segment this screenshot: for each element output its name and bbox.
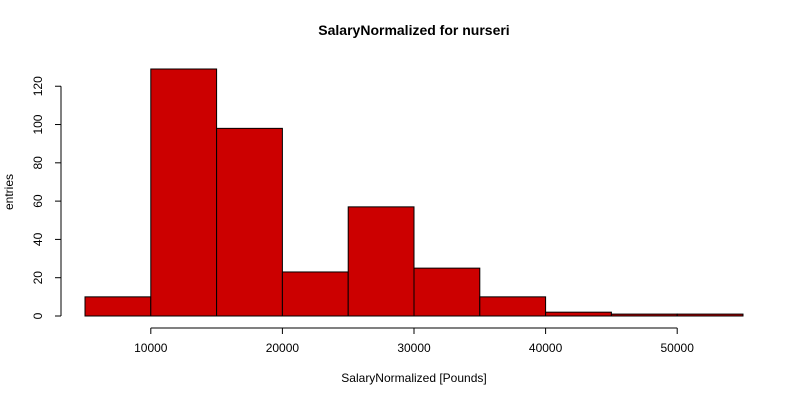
y-tick-label-3: 60 — [31, 194, 45, 208]
histogram-bar-2 — [216, 127, 283, 317]
y-tick-label-1: 20 — [31, 271, 45, 285]
x-axis: 10000 20000 30000 40000 50000 — [134, 327, 695, 355]
y-axis: 0 20 40 60 80 100 120 — [31, 76, 62, 319]
histogram-bar-7 — [545, 311, 612, 317]
histogram-bar-9 — [676, 313, 744, 317]
x-tick-label-2: 30000 — [397, 341, 431, 355]
y-tick-label-6: 120 — [31, 76, 45, 96]
y-tick-label-2: 40 — [31, 232, 45, 246]
y-axis-label: entries — [2, 174, 16, 210]
histogram-bar-0 — [84, 296, 152, 317]
y-tick-label-4: 80 — [31, 156, 45, 170]
histogram-bar-8 — [610, 313, 678, 317]
bars-group — [84, 68, 744, 317]
histogram-bar-1 — [150, 68, 218, 317]
histogram-bar-5 — [413, 267, 481, 317]
x-tick-label-3: 40000 — [529, 341, 563, 355]
histogram-bar-6 — [479, 296, 547, 317]
x-axis-label: SalaryNormalized [Pounds] — [341, 371, 486, 385]
x-tick-label-0: 10000 — [134, 341, 168, 355]
y-tick-label-5: 100 — [31, 114, 45, 134]
x-tick-label-4: 50000 — [661, 341, 695, 355]
y-tick-label-0: 0 — [31, 312, 45, 319]
x-tick-label-1: 20000 — [266, 341, 300, 355]
histogram-bar-3 — [281, 271, 349, 317]
histogram-bar-4 — [347, 206, 415, 317]
chart-title: SalaryNormalized for nurseri — [318, 22, 509, 38]
